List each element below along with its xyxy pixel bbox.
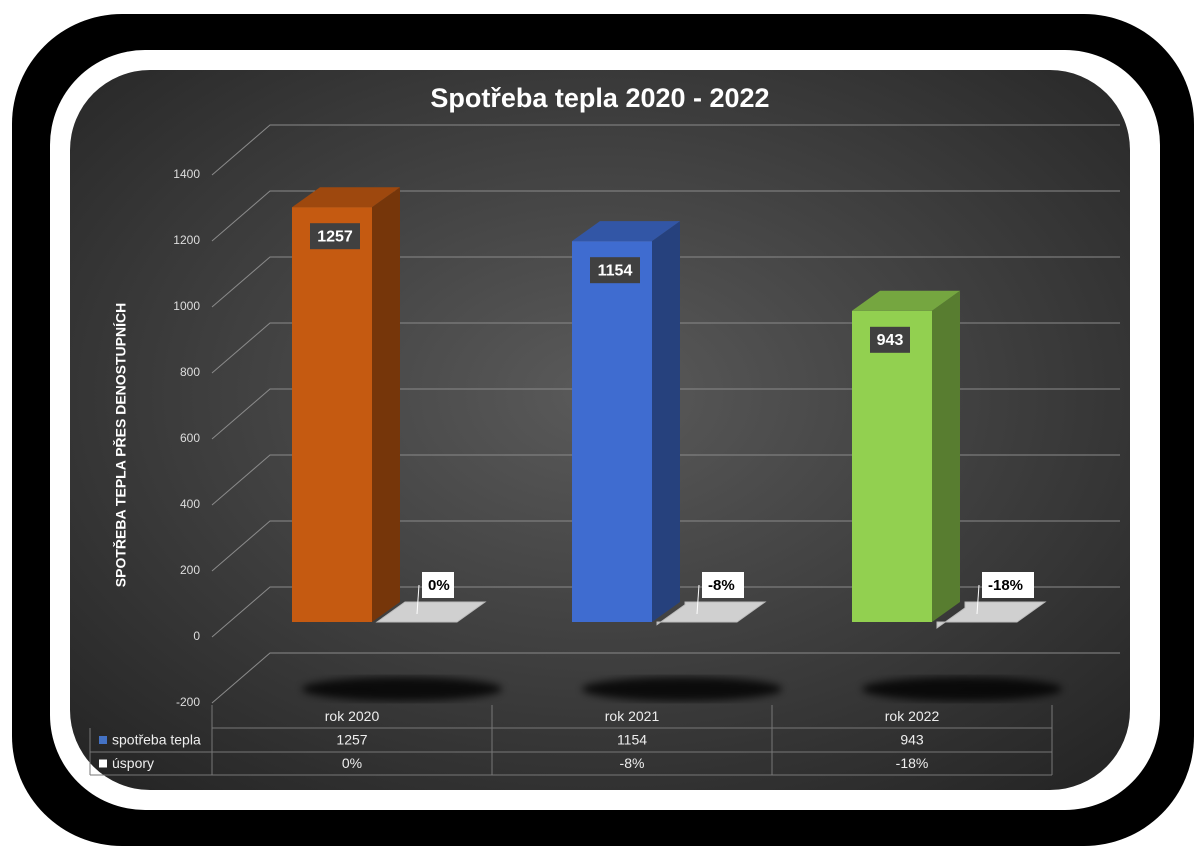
- y-tick-label: 200: [180, 563, 200, 577]
- bar-shadow: [582, 677, 782, 701]
- y-tick-label: 600: [180, 431, 200, 445]
- grid-line: [211, 124, 1120, 176]
- bar-shadow: [302, 677, 502, 701]
- y-tick-label: 0: [193, 629, 200, 643]
- savings-bar: [375, 601, 487, 623]
- y-tick-label: 400: [180, 497, 200, 511]
- legend-swatch: [99, 759, 107, 768]
- leader-line: [416, 584, 420, 615]
- y-tick-label: 1200: [173, 233, 200, 247]
- table-value: -8%: [620, 755, 645, 771]
- y-axis-label: SPOTŘEBA TEPLA PŘES DENOSTUPNÍCH: [112, 303, 129, 587]
- bar: [292, 207, 372, 622]
- bar-side: [652, 221, 680, 622]
- bar-label-box: [590, 257, 640, 284]
- table-value: 943: [900, 732, 924, 748]
- bar-side: [932, 290, 960, 622]
- savings-label: -8%: [708, 577, 735, 594]
- bar-label: 943: [877, 332, 904, 349]
- table-value: -18%: [896, 755, 929, 771]
- bar-top: [852, 290, 960, 311]
- leader-line: [696, 584, 700, 615]
- savings-label-box: [422, 572, 454, 598]
- x-tick-label: rok 2020: [325, 708, 380, 724]
- bar-label-box: [310, 223, 360, 250]
- savings-label: -18%: [988, 577, 1023, 594]
- x-tick-label: rok 2021: [605, 708, 660, 724]
- chart-title: Spotřeba tepla 2020 - 2022: [430, 83, 769, 113]
- savings-bar: [936, 601, 1047, 629]
- x-tick-label: rok 2022: [885, 708, 940, 724]
- legend-label: úspory: [112, 755, 154, 771]
- grid-line: [211, 388, 1120, 440]
- savings-label: 0%: [428, 577, 450, 594]
- table-value: 0%: [342, 755, 362, 771]
- legend-swatch: [99, 736, 107, 744]
- grid-line: [211, 256, 1120, 308]
- grid-line: [211, 322, 1120, 374]
- bar: [852, 310, 932, 622]
- bar-side: [372, 187, 400, 622]
- grid-line: [211, 190, 1120, 242]
- grid-line: [211, 652, 1120, 704]
- bar-label: 1257: [317, 228, 353, 245]
- grid-line: [211, 520, 1120, 572]
- table-value: 1257: [336, 732, 367, 748]
- y-tick-label: 1000: [173, 299, 200, 313]
- bar-shadow: [862, 677, 1062, 701]
- bar-top: [572, 221, 680, 242]
- table-value: 1154: [617, 732, 647, 748]
- y-tick-label: 1400: [173, 167, 200, 181]
- bar: [572, 241, 652, 622]
- legend-label: spotřeba tepla: [112, 732, 201, 748]
- grid-line: [211, 454, 1120, 506]
- savings-bar: [656, 601, 767, 626]
- y-tick-label: -200: [176, 695, 200, 709]
- savings-label-box: [982, 572, 1034, 598]
- y-tick-label: 800: [180, 365, 200, 379]
- bar-label-box: [870, 326, 910, 353]
- bar-top: [292, 187, 400, 208]
- bar-label: 1154: [598, 262, 633, 279]
- grid-line: [211, 586, 1120, 638]
- leader-line: [976, 584, 980, 615]
- savings-label-box: [702, 572, 744, 598]
